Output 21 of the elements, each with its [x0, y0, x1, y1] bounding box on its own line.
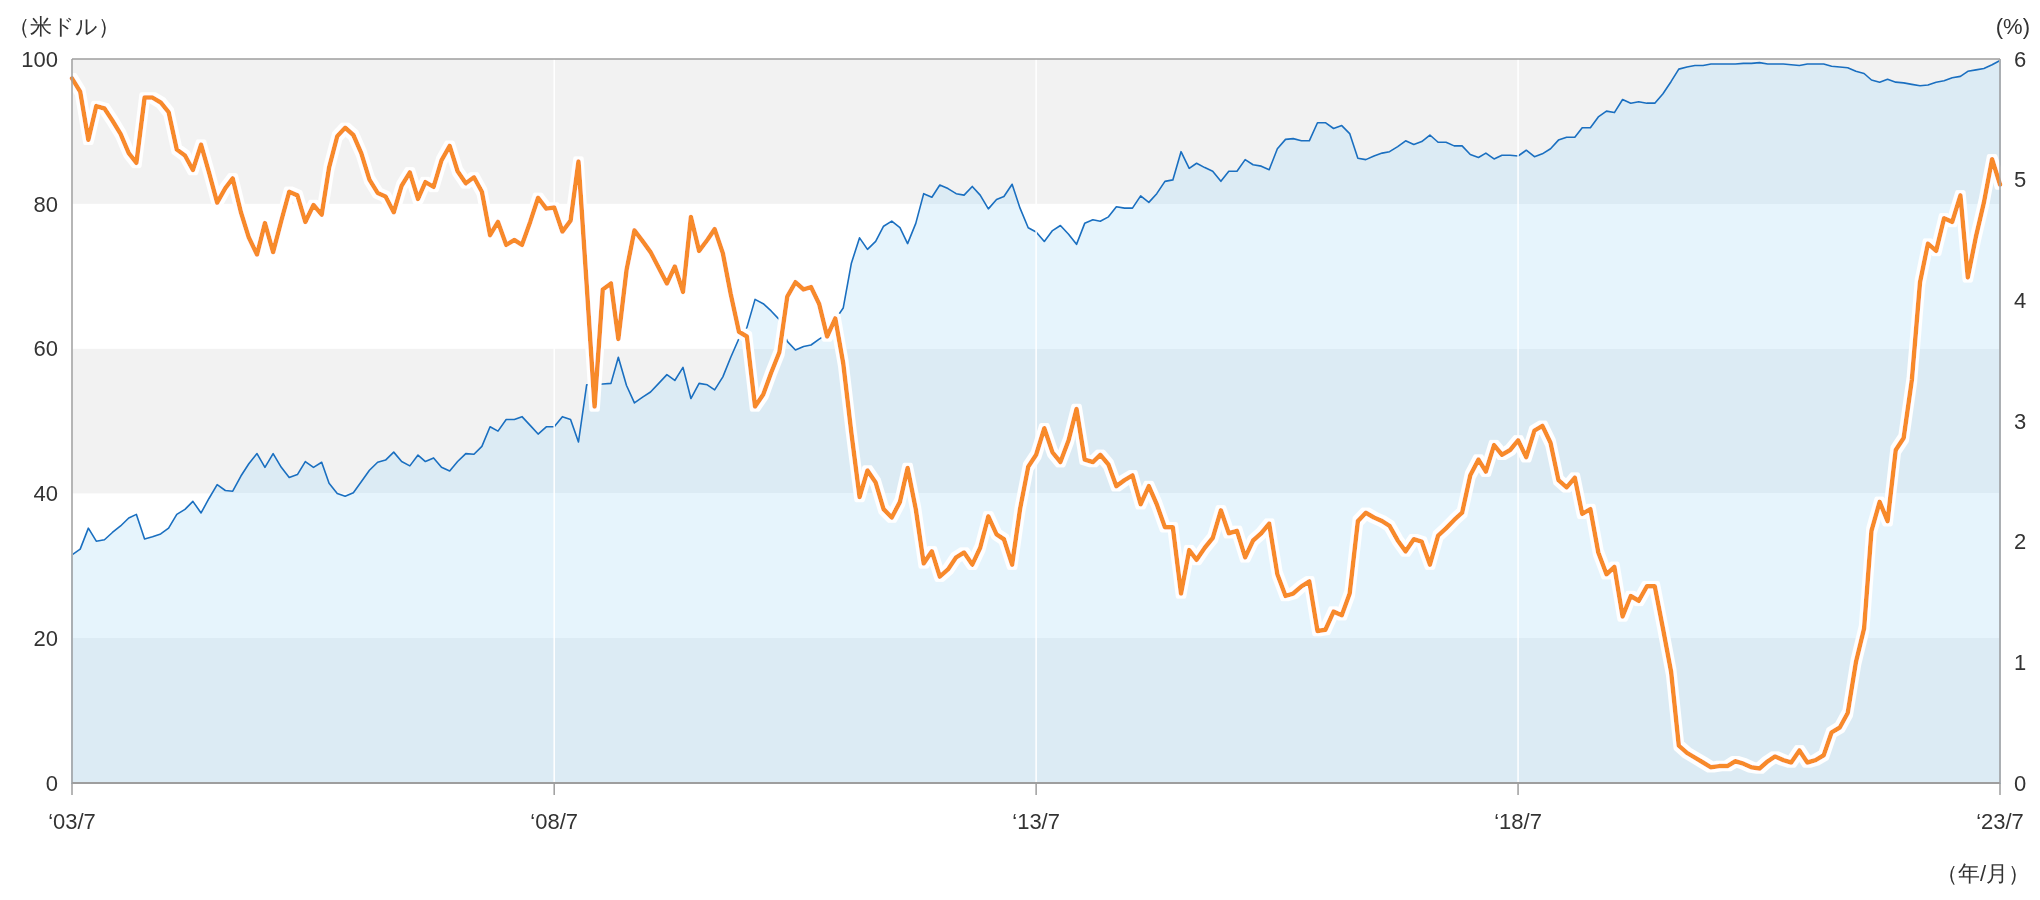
x-tick-label: ‘13/7 — [1012, 809, 1060, 834]
x-tick-label: ‘18/7 — [1494, 809, 1542, 834]
y2-axis-title: (%) — [1995, 14, 2030, 39]
y2-tick-label: 1 — [2014, 650, 2027, 676]
y2-tick-label: 2 — [2014, 529, 2027, 555]
y-tick-label: 20 — [33, 625, 58, 651]
y2-tick-label: 0 — [2014, 770, 2027, 796]
y2-tick-label: 6 — [2014, 46, 2027, 72]
x-axis-title: （年/月） — [1935, 861, 2030, 886]
x-tick-label: ‘03/7 — [48, 809, 96, 834]
y-tick-label: 40 — [33, 481, 58, 507]
y-tick-label: 100 — [21, 46, 58, 72]
y-tick-label: 60 — [33, 336, 58, 362]
y2-tick-label: 4 — [2014, 288, 2027, 314]
x-tick-label: ‘08/7 — [530, 809, 579, 834]
y-tick-label: 80 — [33, 191, 58, 217]
x-tick-label: ‘23/7 — [1976, 809, 2024, 834]
y-axis-title: （米ドル） — [8, 14, 120, 39]
y2-tick-label: 5 — [2014, 167, 2027, 193]
y-tick-label: 0 — [45, 770, 58, 796]
y2-tick-label: 3 — [2014, 408, 2027, 434]
